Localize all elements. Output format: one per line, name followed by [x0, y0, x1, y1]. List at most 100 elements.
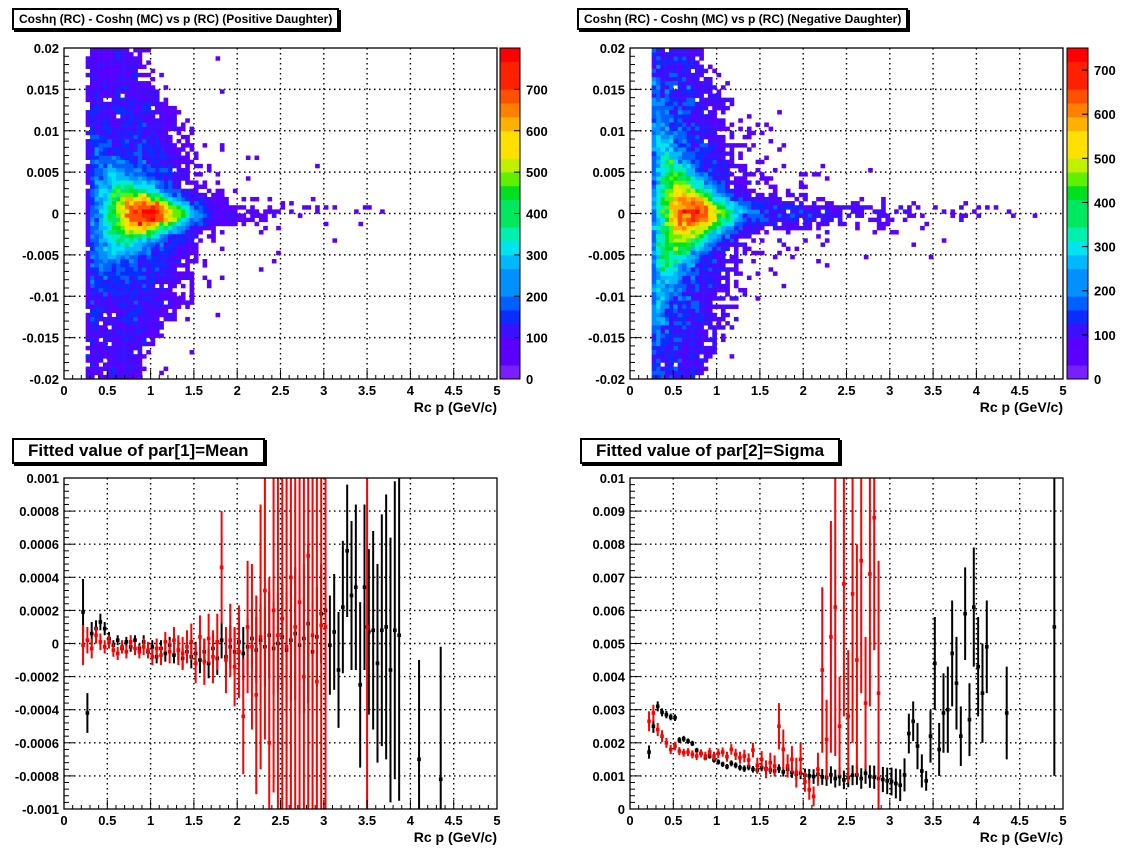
heatmap-cell	[219, 246, 225, 252]
heatmap-cell	[154, 246, 160, 252]
heatmap-cell	[655, 308, 661, 314]
heatmap-cell	[111, 122, 117, 127]
heatmap-cell	[811, 201, 817, 206]
heatmap-cell	[733, 163, 739, 169]
heatmap-cell	[673, 350, 678, 355]
heatmap-cell	[167, 134, 173, 140]
heatmap-cell	[115, 259, 121, 264]
heatmap-cell	[829, 213, 834, 218]
heatmap-cell	[137, 263, 143, 268]
data-point	[228, 638, 233, 642]
heatmap-cell	[128, 242, 134, 247]
heatmap-cell	[133, 68, 138, 74]
colorbar-segment	[500, 158, 520, 173]
heatmap-cell	[85, 287, 91, 293]
heatmap-cell	[263, 217, 268, 223]
heatmap-cell	[159, 283, 164, 289]
heatmap-cell	[141, 81, 147, 86]
heatmap-cell	[150, 230, 156, 235]
heatmap-cell	[115, 118, 121, 123]
heatmap-cell	[315, 163, 320, 169]
heatmap-cell	[712, 134, 717, 140]
heatmap-cell	[198, 196, 203, 202]
heatmap-cell	[707, 242, 713, 247]
heatmap-cell	[98, 333, 104, 338]
data-point	[94, 633, 98, 638]
heatmap-cell	[163, 213, 169, 218]
heatmap-cell	[690, 259, 696, 264]
heatmap-cell	[159, 122, 164, 127]
heatmap-cell	[681, 64, 687, 69]
heatmap-cell	[703, 209, 709, 214]
heatmap-cell	[133, 172, 138, 177]
heatmap-cell	[664, 172, 670, 177]
heatmap-cell	[176, 130, 182, 136]
heatmap-cell	[154, 110, 160, 115]
heatmap-cell	[141, 275, 147, 280]
heatmap-cell	[690, 180, 696, 185]
heatmap-cell	[141, 89, 147, 94]
heatmap-cell	[198, 209, 203, 214]
heatmap-cell	[137, 333, 143, 338]
y-tick-label: 0.015	[26, 82, 59, 97]
heatmap-cell	[660, 238, 665, 243]
heatmap-cell	[250, 196, 255, 202]
data-point	[263, 588, 267, 593]
heatmap-cell	[111, 254, 117, 260]
heatmap-cell	[202, 275, 208, 280]
data-point	[655, 704, 660, 709]
heatmap-cell	[655, 238, 661, 243]
heatmap-cell	[699, 188, 704, 194]
heatmap-cell	[686, 370, 691, 376]
heatmap-cell	[163, 217, 169, 223]
heatmap-cell	[651, 300, 657, 305]
heatmap-cell	[677, 147, 683, 152]
heatmap-cell	[720, 209, 726, 214]
heatmap-cell	[102, 337, 108, 343]
heatmap-cell	[681, 81, 687, 86]
heatmap-cell	[180, 254, 186, 260]
heatmap-cell	[690, 89, 696, 94]
heatmap-cell	[729, 209, 735, 214]
y-tick-label: -0.01	[595, 289, 625, 304]
heatmap-cell	[720, 122, 726, 127]
heatmap-cell	[98, 167, 104, 173]
heatmap-cell	[833, 205, 839, 210]
heatmap-cell	[107, 350, 112, 355]
x-tick-label: 1.5	[751, 813, 769, 828]
heatmap-cell	[120, 147, 125, 152]
heatmap-cell	[759, 213, 765, 218]
heatmap-cell	[673, 101, 678, 107]
heatmap-cell	[703, 337, 709, 343]
colorbar-tick-label: 100	[526, 331, 548, 346]
heatmap-cell	[655, 267, 661, 272]
heatmap-cell	[120, 308, 125, 314]
heatmap-cell	[232, 217, 238, 223]
heatmap-cell	[868, 217, 873, 223]
heatmap-cell	[733, 283, 739, 289]
heatmap-cell	[133, 296, 138, 301]
heatmap-cell	[263, 213, 268, 218]
heatmap-cell	[89, 209, 95, 214]
heatmap-cell	[124, 155, 130, 161]
heatmap-cell	[985, 205, 990, 210]
heatmap-cell	[107, 321, 112, 326]
heatmap-cell	[655, 209, 661, 214]
heatmap-cell	[681, 350, 687, 355]
colorbar-segment	[500, 296, 520, 311]
heatmap-cell	[98, 271, 104, 276]
heatmap-cell	[115, 52, 121, 57]
heatmap-cell	[651, 196, 657, 202]
heatmap-cell	[681, 292, 687, 297]
heatmap-cell	[102, 176, 108, 181]
heatmap-cell	[725, 279, 730, 285]
heatmap-cell	[176, 196, 182, 202]
heatmap-cell	[660, 114, 665, 119]
y-tick-label: 0.001	[592, 769, 625, 784]
heatmap-cell	[733, 184, 739, 189]
heatmap-cell	[720, 259, 726, 264]
heatmap-cell	[690, 242, 696, 247]
heatmap-cell	[712, 296, 717, 301]
heatmap-cell	[712, 213, 717, 218]
heatmap-cell	[167, 196, 173, 202]
